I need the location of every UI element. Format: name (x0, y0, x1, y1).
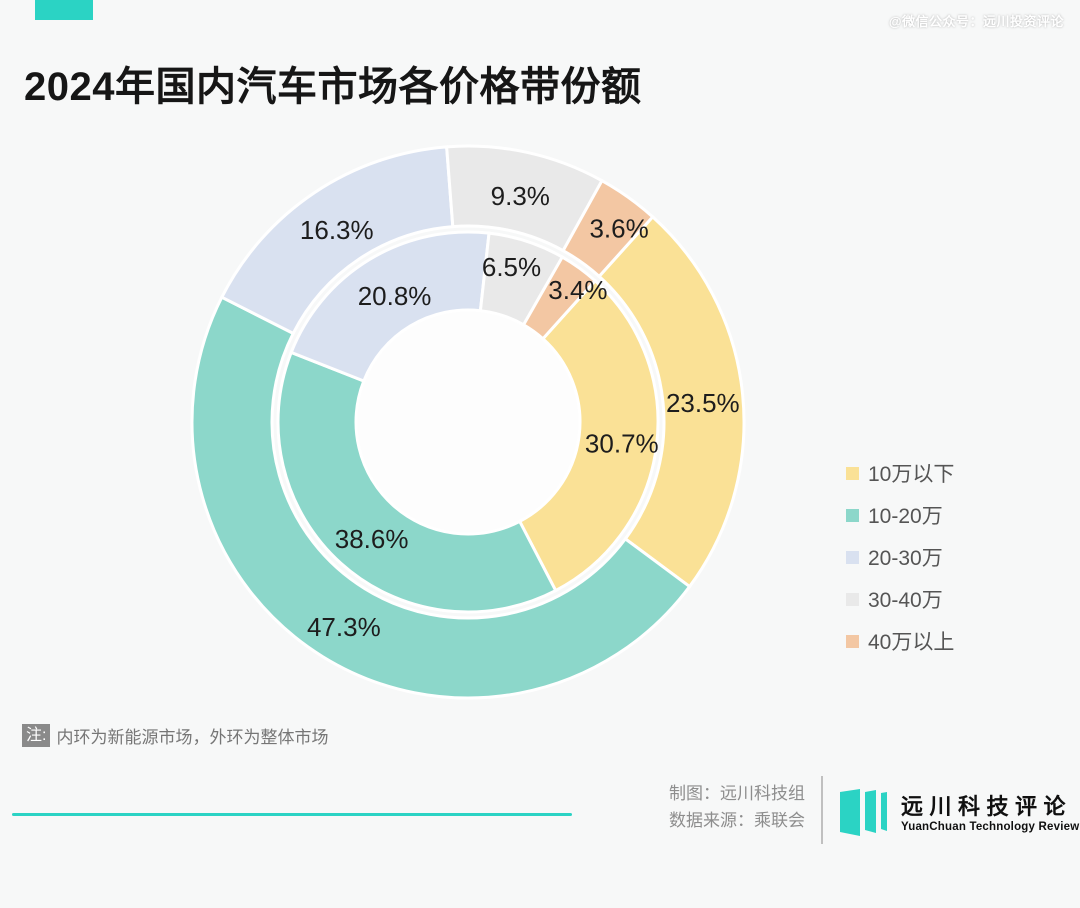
donut-segment-outer-10万以下 (597, 214, 746, 589)
legend-label: 20-30万 (868, 547, 943, 570)
logo-title: 远川科技评论 (901, 794, 1073, 819)
chart-legend: 10万以下 10-20万 20-30万 30-40万 40万以上 (846, 452, 954, 662)
chart-note: 注: 内环为新能源市场，外环为整体市场 (22, 723, 328, 748)
legend-item: 10-20万 (846, 494, 954, 536)
legend-label: 10万以下 (868, 463, 955, 486)
legend-swatch (846, 592, 859, 606)
segment-label: 9.3% (491, 181, 550, 211)
footer-divider (821, 776, 823, 844)
legend-item: 20-30万 (846, 536, 954, 578)
legend-item: 40万以上 (846, 620, 954, 662)
accent-bar (35, 0, 93, 20)
watermark: @微信公众号：远川投资评论 (888, 14, 1064, 29)
segment-label: 20.8% (358, 281, 432, 311)
segment-label: 30.7% (585, 428, 659, 458)
donut-segment-outer-10-20万 (190, 295, 692, 700)
segment-label: 6.5% (482, 252, 541, 282)
footer-credits: 制图：远川科技组 数据来源：乘联会 (669, 780, 805, 834)
donut-hole (357, 311, 579, 533)
segment-label: 47.3% (307, 612, 381, 642)
legend-swatch (846, 634, 859, 648)
segment-label: 23.5% (666, 388, 740, 418)
logo-subtitle: YuanChuan Technology Review (901, 821, 1080, 833)
note-badge: 注: (22, 724, 51, 747)
donut-segment-inner-40万以上 (521, 255, 598, 341)
segment-label: 3.4% (548, 275, 607, 305)
logo-text: 远川科技评论 YuanChuan Technology Review (901, 794, 1080, 834)
credit-author: 制图：远川科技组 (669, 784, 805, 803)
legend-label: 30-40万 (868, 589, 943, 612)
donut-segment-outer-40万以上 (561, 178, 655, 279)
legend-label: 10-20万 (868, 505, 943, 528)
note-text: 内环为新能源市场，外环为整体市场 (56, 728, 329, 747)
legend-label: 40万以上 (868, 631, 955, 654)
segment-label: 38.6% (335, 524, 409, 554)
legend-swatch (846, 466, 859, 480)
donut-segment-inner-10-20万 (276, 350, 558, 614)
legend-item: 10万以下 (846, 452, 954, 494)
legend-swatch (846, 508, 859, 522)
logo-bars-icon (840, 789, 887, 836)
brand-logo: 远川科技评论 YuanChuan Technology Review (840, 788, 1079, 840)
segment-label: 3.6% (589, 213, 648, 243)
page-title: 2024年国内汽车市场各价格带份额 (24, 65, 642, 109)
donut-segment-inner-10万以下 (517, 278, 660, 593)
donut-segment-inner-20-30万 (289, 230, 491, 383)
legend-swatch (846, 550, 859, 564)
legend-item: 30-40万 (846, 578, 954, 620)
divider-line (12, 813, 572, 816)
segment-label: 16.3% (300, 215, 374, 245)
credit-source: 数据来源：乘联会 (669, 811, 805, 830)
